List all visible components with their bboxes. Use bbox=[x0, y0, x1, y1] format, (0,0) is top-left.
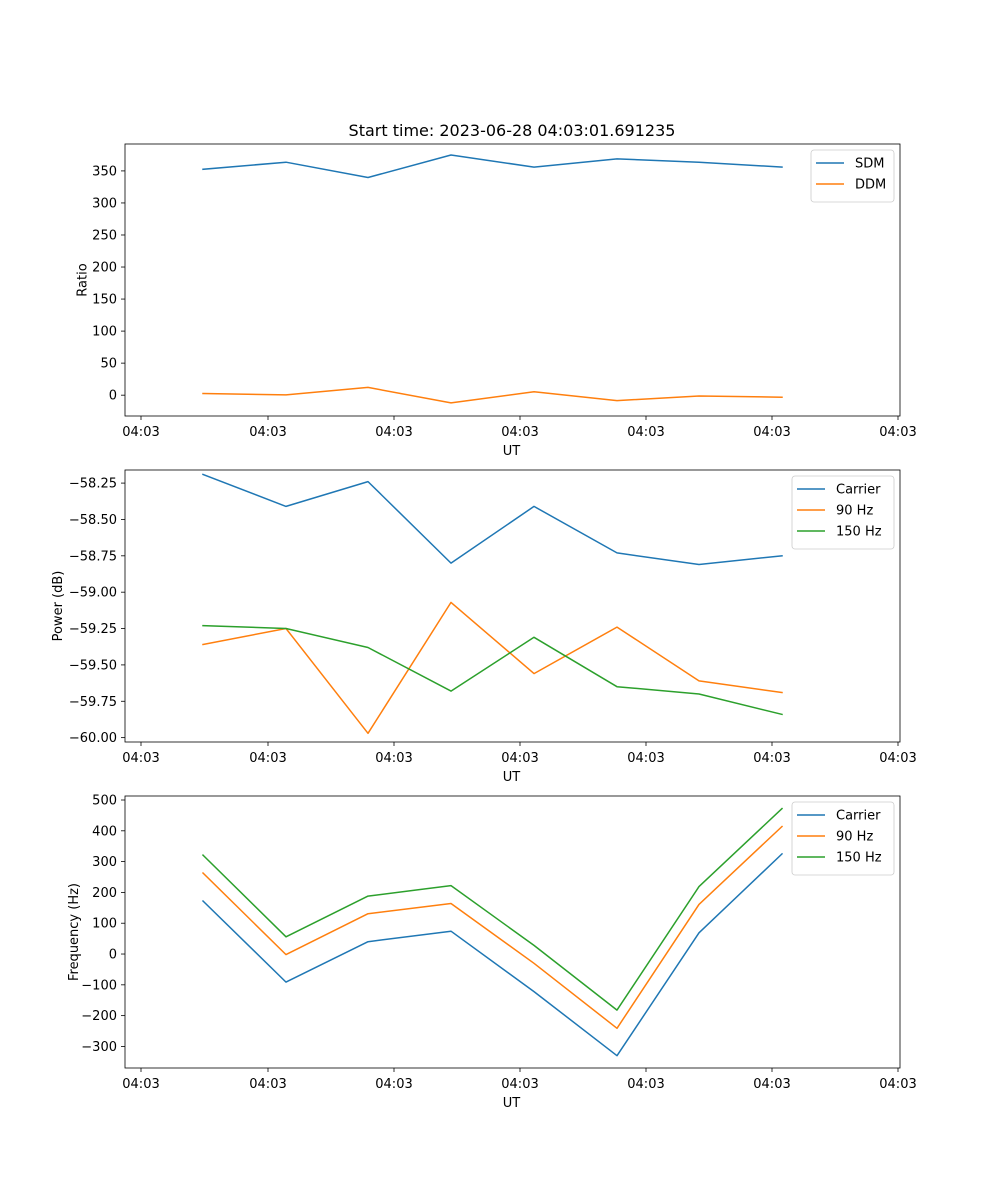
legend-label: DDM bbox=[855, 178, 886, 193]
x-tick-label: 04:03 bbox=[501, 1077, 538, 1092]
x-axis-label: UT bbox=[503, 1096, 521, 1111]
legend-label: 90 Hz bbox=[836, 504, 873, 519]
legend-label: Carrier bbox=[836, 809, 881, 824]
x-tick-label: 04:03 bbox=[501, 425, 538, 440]
y-tick-label: 500 bbox=[92, 794, 117, 809]
y-tick-label: −58.50 bbox=[69, 513, 117, 528]
y-tick-label: −300 bbox=[81, 1040, 117, 1055]
axes-frame bbox=[124, 469, 901, 743]
x-tick-label: 04:03 bbox=[753, 751, 790, 766]
y-tick-label: 0 bbox=[109, 948, 117, 963]
x-tick-label: 04:03 bbox=[375, 425, 412, 440]
x-axis-label: UT bbox=[503, 770, 521, 785]
y-tick-label: 200 bbox=[92, 261, 117, 276]
legend-label: 90 Hz bbox=[836, 830, 873, 845]
y-axis-label: Ratio bbox=[75, 263, 90, 296]
y-axis-label: Power (dB) bbox=[51, 571, 66, 642]
x-tick-label: 04:03 bbox=[249, 751, 286, 766]
legend-label: 150 Hz bbox=[836, 851, 882, 866]
chart-panels: 04:03 04:03 04:03 04:03 04:03 04:03 04:03 UT 0 50… bbox=[51, 143, 917, 1111]
x-tick-label: 04:03 bbox=[879, 425, 916, 440]
legend: Carrier 90 Hz 150 Hz bbox=[791, 801, 895, 876]
series-line-90-hz bbox=[201, 825, 784, 1030]
x-tick-label: 04:03 bbox=[501, 751, 538, 766]
y-tick-label: −58.25 bbox=[69, 477, 117, 492]
series-line-90-hz bbox=[202, 601, 783, 735]
series-line-carrier bbox=[201, 852, 784, 1057]
x-tick-label: 04:03 bbox=[879, 1077, 916, 1092]
chart-panel-3: 04:03 04:03 04:03 04:03 04:03 04:03 04:03 UT −30… bbox=[67, 794, 917, 1111]
y-tick-label: −59.25 bbox=[69, 622, 117, 637]
x-axis-label: UT bbox=[503, 444, 521, 459]
y-tick-label: −59.75 bbox=[69, 695, 117, 710]
x-tick-label: 04:03 bbox=[627, 425, 664, 440]
y-tick-label: −200 bbox=[81, 1009, 117, 1024]
series-line-150-hz bbox=[202, 624, 783, 716]
y-tick-label: −100 bbox=[81, 978, 117, 993]
y-tick-label: 400 bbox=[92, 824, 117, 839]
x-tick-label: 04:03 bbox=[249, 425, 286, 440]
x-tick-label: 04:03 bbox=[122, 1077, 159, 1092]
x-tick-label: 04:03 bbox=[122, 425, 159, 440]
y-tick-label: 100 bbox=[92, 917, 117, 932]
x-tick-label: 04:03 bbox=[627, 751, 664, 766]
x-tick-label: 04:03 bbox=[375, 751, 412, 766]
legend-label: Carrier bbox=[836, 483, 881, 498]
y-axis-label: Frequency (Hz) bbox=[67, 883, 82, 981]
y-tick-label: −59.50 bbox=[69, 658, 117, 673]
x-tick-label: 04:03 bbox=[753, 425, 790, 440]
y-tick-label: −59.00 bbox=[69, 586, 117, 601]
series-line-sdm bbox=[202, 154, 783, 179]
legend: SDM DDM bbox=[810, 149, 895, 203]
y-tick-label: 150 bbox=[92, 293, 117, 308]
y-tick-label: 0 bbox=[109, 389, 117, 404]
figure-title: Start time: 2023-06-28 04:03:01.691235 bbox=[349, 121, 676, 140]
y-tick-label: −58.75 bbox=[69, 549, 117, 564]
series-line-ddm bbox=[202, 386, 783, 404]
y-tick-label: 300 bbox=[92, 855, 117, 870]
y-tick-label: 250 bbox=[92, 228, 117, 243]
y-tick-label: 100 bbox=[92, 325, 117, 340]
chart-panel-2: 04:03 04:03 04:03 04:03 04:03 04:03 04:03 UT −60… bbox=[51, 469, 917, 785]
x-tick-label: 04:03 bbox=[375, 1077, 412, 1092]
y-tick-label: 50 bbox=[100, 357, 117, 372]
y-tick-label: −60.00 bbox=[69, 731, 117, 746]
y-tick-label: 300 bbox=[92, 196, 117, 211]
legend-label: 150 Hz bbox=[836, 525, 882, 540]
axes-frame bbox=[124, 143, 901, 417]
x-tick-label: 04:03 bbox=[122, 751, 159, 766]
y-tick-label: 350 bbox=[92, 164, 117, 179]
y-tick-label: 200 bbox=[92, 886, 117, 901]
x-tick-label: 04:03 bbox=[627, 1077, 664, 1092]
x-tick-label: 04:03 bbox=[249, 1077, 286, 1092]
axes-frame bbox=[124, 795, 901, 1069]
chart-panel-1: 04:03 04:03 04:03 04:03 04:03 04:03 04:03 UT 0 50… bbox=[75, 143, 917, 459]
x-tick-label: 04:03 bbox=[879, 751, 916, 766]
series-line-150-hz bbox=[201, 807, 784, 1011]
x-tick-label: 04:03 bbox=[753, 1077, 790, 1092]
legend-label: SDM bbox=[855, 157, 884, 172]
series-line-carrier bbox=[202, 473, 783, 566]
legend: Carrier 90 Hz 150 Hz bbox=[791, 475, 895, 550]
